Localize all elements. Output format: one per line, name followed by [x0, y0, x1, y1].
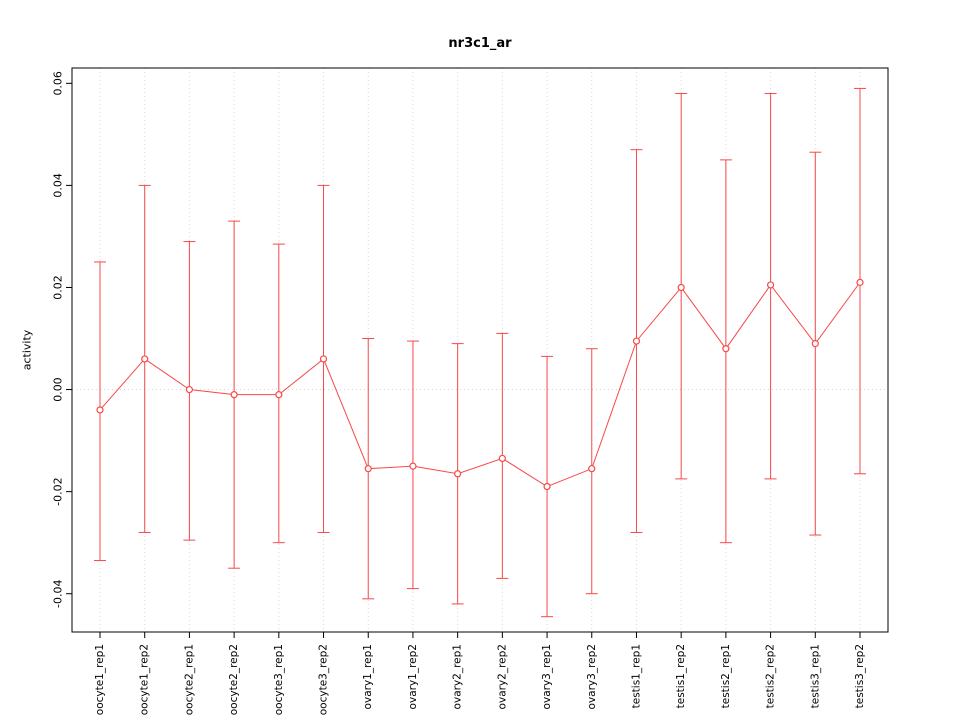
x-axis: oocyte1_rep1 oocyte1_rep2 oocyte2_rep1 oocy… [94, 632, 866, 715]
y-axis: -0.04 -0.02 0.00 0.02 0.04 0.06 [52, 71, 72, 608]
data-point [275, 391, 283, 399]
x-tick-label: ovary2_rep1 [452, 644, 464, 709]
x-tick-label: testis3_rep1 [809, 644, 821, 708]
error-bars [94, 87, 866, 618]
x-tick-label: ovary1_rep1 [362, 644, 374, 709]
data-point [766, 281, 775, 289]
chart-title: nr3c1_ar [448, 36, 512, 51]
data-point [856, 278, 864, 286]
y-tick-label: 0.00 [52, 377, 65, 402]
data-point [543, 482, 551, 491]
data-point [722, 345, 730, 353]
x-tick-label: oocyte2_rep1 [183, 644, 195, 715]
series-line [99, 282, 861, 488]
x-tick-label: testis2_rep2 [765, 644, 777, 708]
data-point [811, 340, 819, 348]
plot-box [71, 67, 889, 633]
data-point [498, 454, 506, 463]
x-tick-label: oocyte1_rep1 [94, 644, 106, 715]
x-tick-label: ovary1_rep2 [407, 644, 419, 709]
data-point [677, 283, 685, 292]
data-point [454, 470, 462, 478]
x-tick-label: testis2_rep1 [720, 644, 732, 708]
y-tick-label: 0.02 [52, 275, 65, 300]
x-tick-label: oocyte1_rep2 [139, 644, 151, 715]
data-point [364, 465, 372, 473]
x-tick-label: testis1_rep1 [630, 644, 642, 708]
data-point [185, 385, 194, 394]
y-tick-label: 0.06 [52, 71, 65, 96]
x-tick-label: ovary3_rep1 [541, 644, 553, 709]
x-tick-label: ovary3_rep2 [586, 644, 598, 709]
data-point [409, 462, 417, 470]
gridlines [72, 68, 888, 632]
data-point [96, 406, 104, 414]
x-tick-label: oocyte3_rep2 [318, 644, 330, 715]
y-tick-label: -0.02 [52, 477, 65, 505]
y-axis-title: activity [21, 329, 34, 370]
data-point [230, 391, 238, 399]
y-tick-label: -0.04 [52, 579, 65, 607]
data-points [96, 278, 864, 491]
data-point [632, 337, 641, 345]
data-point [588, 465, 596, 473]
x-tick-label: ovary2_rep2 [496, 644, 508, 709]
data-point [319, 355, 328, 363]
data-point [141, 355, 149, 363]
y-tick-label: 0.04 [52, 173, 65, 198]
x-tick-label: oocyte3_rep1 [273, 644, 285, 715]
x-tick-label: oocyte2_rep2 [228, 644, 240, 715]
x-tick-label: testis3_rep2 [854, 644, 866, 708]
x-tick-label: testis1_rep2 [675, 644, 687, 708]
